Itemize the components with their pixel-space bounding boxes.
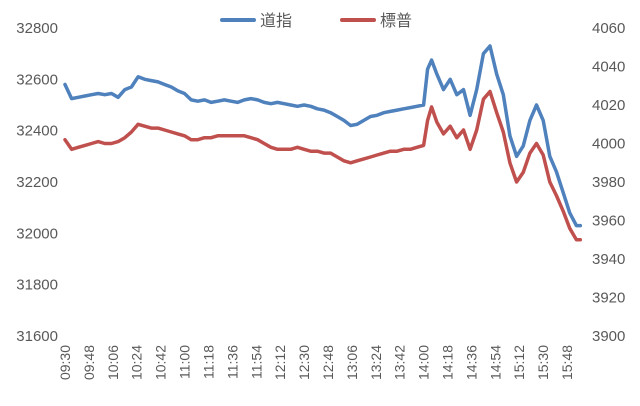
x-axis-tick-label: 11:36 xyxy=(224,345,240,379)
series-line-dow xyxy=(63,44,583,228)
x-axis-tick-label: 10:24 xyxy=(129,345,145,380)
left-axis-tick-label: 32000 xyxy=(16,225,58,242)
x-axis-tick-label: 14:00 xyxy=(416,345,432,380)
legend-label: 道指 xyxy=(260,12,292,30)
x-axis-tick-label: 12:30 xyxy=(296,345,312,380)
x-axis-tick-label: 14:18 xyxy=(440,345,456,380)
left-axis-tick-label: 32600 xyxy=(16,71,58,88)
left-axis-tick-label: 31600 xyxy=(16,328,58,345)
series-line-sp500 xyxy=(63,89,583,242)
x-axis: 09:30 09:48 10:06 10:24 10:42 11:00 11:18 11:36… xyxy=(57,345,575,380)
legend: 道指 標普 xyxy=(220,12,412,30)
x-axis-tick-label: 09:48 xyxy=(81,345,97,380)
x-axis-tick-label: 14:36 xyxy=(463,345,479,380)
x-axis-tick-label: 13:24 xyxy=(368,345,384,380)
right-axis-tick-label: 4040 xyxy=(592,59,625,76)
x-axis-tick-label: 11:18 xyxy=(200,345,216,379)
left-axis-tick-label: 32200 xyxy=(16,174,58,191)
x-axis-tick-label: 11:00 xyxy=(177,345,193,379)
right-y-axis: 3900 3920 3940 3960 3980 4000 4020 4040 4060 xyxy=(592,20,625,345)
x-axis-tick-label: 13:42 xyxy=(392,345,408,380)
x-axis-tick-label: 15:48 xyxy=(559,345,575,380)
right-axis-tick-label: 3980 xyxy=(592,174,625,191)
left-axis-tick-label: 32800 xyxy=(16,20,58,37)
x-axis-tick-label: 10:06 xyxy=(105,345,121,380)
x-axis-tick-label: 15:30 xyxy=(535,345,551,380)
left-axis-tick-label: 32400 xyxy=(16,123,58,140)
x-axis-tick-label: 12:48 xyxy=(320,345,336,380)
right-axis-tick-label: 3960 xyxy=(592,213,625,230)
right-axis-tick-label: 3920 xyxy=(592,290,625,307)
left-y-axis: 31600 31800 32000 32200 32400 32600 32800 xyxy=(16,20,58,345)
right-axis-tick-label: 4020 xyxy=(592,97,625,114)
x-axis-tick-label: 12:12 xyxy=(272,345,288,380)
right-axis-tick-label: 4060 xyxy=(592,20,625,37)
x-axis-tick-label: 14:54 xyxy=(487,345,503,380)
right-axis-tick-label: 3900 xyxy=(592,328,625,345)
x-axis-tick-label: 10:42 xyxy=(153,345,169,380)
right-axis-tick-label: 3940 xyxy=(592,251,625,268)
right-axis-tick-label: 4000 xyxy=(592,136,625,153)
x-axis-tick-label: 11:54 xyxy=(248,345,264,379)
legend-label: 標普 xyxy=(380,12,412,30)
x-axis-tick-label: 15:12 xyxy=(511,345,527,380)
left-axis-tick-label: 31800 xyxy=(16,277,58,294)
x-axis-tick-label: 09:30 xyxy=(57,345,73,380)
plot-area xyxy=(63,44,583,242)
x-axis-tick-label: 13:06 xyxy=(344,345,360,380)
